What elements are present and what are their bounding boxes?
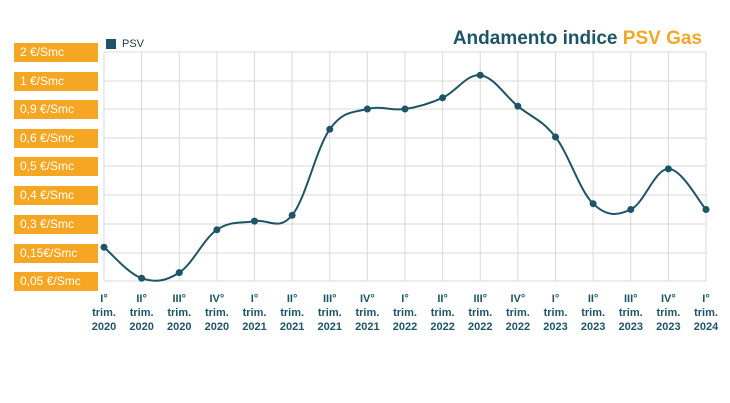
x-tick-label: II° trim. 2021 bbox=[279, 293, 305, 333]
data-point bbox=[288, 211, 296, 219]
y-tick-label: 0,3 €/Smc bbox=[14, 215, 98, 234]
data-point bbox=[363, 105, 371, 113]
y-tick-label: 1 €/Smc bbox=[14, 72, 98, 91]
x-tick-label: I° trim. 2020 bbox=[91, 293, 117, 333]
x-tick-label: II° trim. 2023 bbox=[580, 293, 606, 333]
y-tick-label: 0,9 €/Smc bbox=[14, 100, 98, 119]
chart-title-accent: PSV Gas bbox=[622, 28, 702, 49]
chart-title: Andamento indice PSV Gas bbox=[453, 28, 702, 50]
legend-swatch bbox=[106, 39, 116, 49]
x-tick-label: I° trim. 2024 bbox=[693, 293, 719, 333]
x-tick-label: I° trim. 2022 bbox=[392, 293, 418, 333]
legend: PSV bbox=[106, 38, 144, 50]
x-tick-label: III° trim. 2020 bbox=[167, 293, 192, 333]
data-point bbox=[552, 133, 559, 141]
data-point bbox=[213, 226, 221, 234]
y-tick-label: 0,05 €/Smc bbox=[14, 272, 98, 291]
data-point bbox=[514, 102, 522, 110]
data-point bbox=[702, 206, 710, 213]
data-point bbox=[664, 165, 672, 173]
y-tick-label: 0,6 €/Smc bbox=[14, 129, 98, 148]
x-tick-label: III° trim. 2023 bbox=[618, 293, 643, 333]
x-tick-label: IV° trim. 2020 bbox=[204, 293, 230, 333]
data-point bbox=[589, 200, 597, 208]
x-tick-label: IV° trim. 2022 bbox=[505, 293, 531, 333]
chart-title-prefix: Andamento indice bbox=[452, 28, 623, 49]
y-tick-label: 0,5 €/Smc bbox=[14, 157, 98, 176]
x-tick-label: III° trim. 2022 bbox=[468, 293, 493, 333]
x-tick-label: I° trim. 2021 bbox=[242, 293, 267, 333]
data-point bbox=[100, 243, 108, 251]
x-tick-label: IV° trim. 2023 bbox=[656, 293, 681, 333]
data-point bbox=[476, 71, 484, 79]
x-tick-label: IV° trim. 2021 bbox=[355, 293, 380, 333]
x-tick-label: II° trim. 2020 bbox=[129, 293, 154, 333]
data-point bbox=[439, 94, 447, 102]
x-tick-label: II° trim. 2022 bbox=[430, 293, 455, 333]
y-tick-label: 0,15€/Smc bbox=[14, 244, 98, 263]
legend-label: PSV bbox=[122, 38, 145, 50]
y-tick-label: 2 €/Smc bbox=[14, 43, 98, 62]
y-tick-label: 0,4 €/Smc bbox=[14, 186, 98, 205]
data-point bbox=[138, 274, 146, 282]
data-point bbox=[401, 105, 409, 113]
data-point bbox=[251, 217, 258, 225]
x-tick-label: III° trim. 2021 bbox=[317, 293, 342, 333]
data-point bbox=[627, 206, 635, 213]
data-point bbox=[326, 125, 334, 133]
x-tick-label: I° trim. 2023 bbox=[543, 293, 568, 333]
data-point bbox=[175, 269, 183, 277]
